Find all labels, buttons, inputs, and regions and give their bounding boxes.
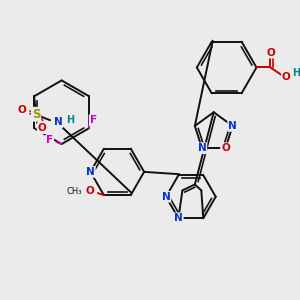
Text: F: F — [90, 115, 97, 125]
Text: N: N — [174, 213, 183, 223]
Text: N: N — [162, 192, 170, 202]
Text: O: O — [85, 186, 94, 196]
Text: O: O — [221, 143, 230, 153]
Text: O: O — [18, 105, 26, 115]
Text: O: O — [282, 72, 291, 82]
Text: N: N — [198, 143, 206, 153]
Text: S: S — [32, 108, 40, 121]
Text: H: H — [66, 115, 74, 125]
Text: N: N — [228, 121, 237, 131]
Text: N: N — [54, 117, 62, 127]
Text: CH₃: CH₃ — [66, 187, 82, 196]
Text: N: N — [86, 167, 95, 177]
Text: F: F — [46, 135, 53, 145]
Text: O: O — [38, 123, 46, 133]
Text: H: H — [292, 68, 300, 79]
Text: O: O — [266, 48, 275, 58]
